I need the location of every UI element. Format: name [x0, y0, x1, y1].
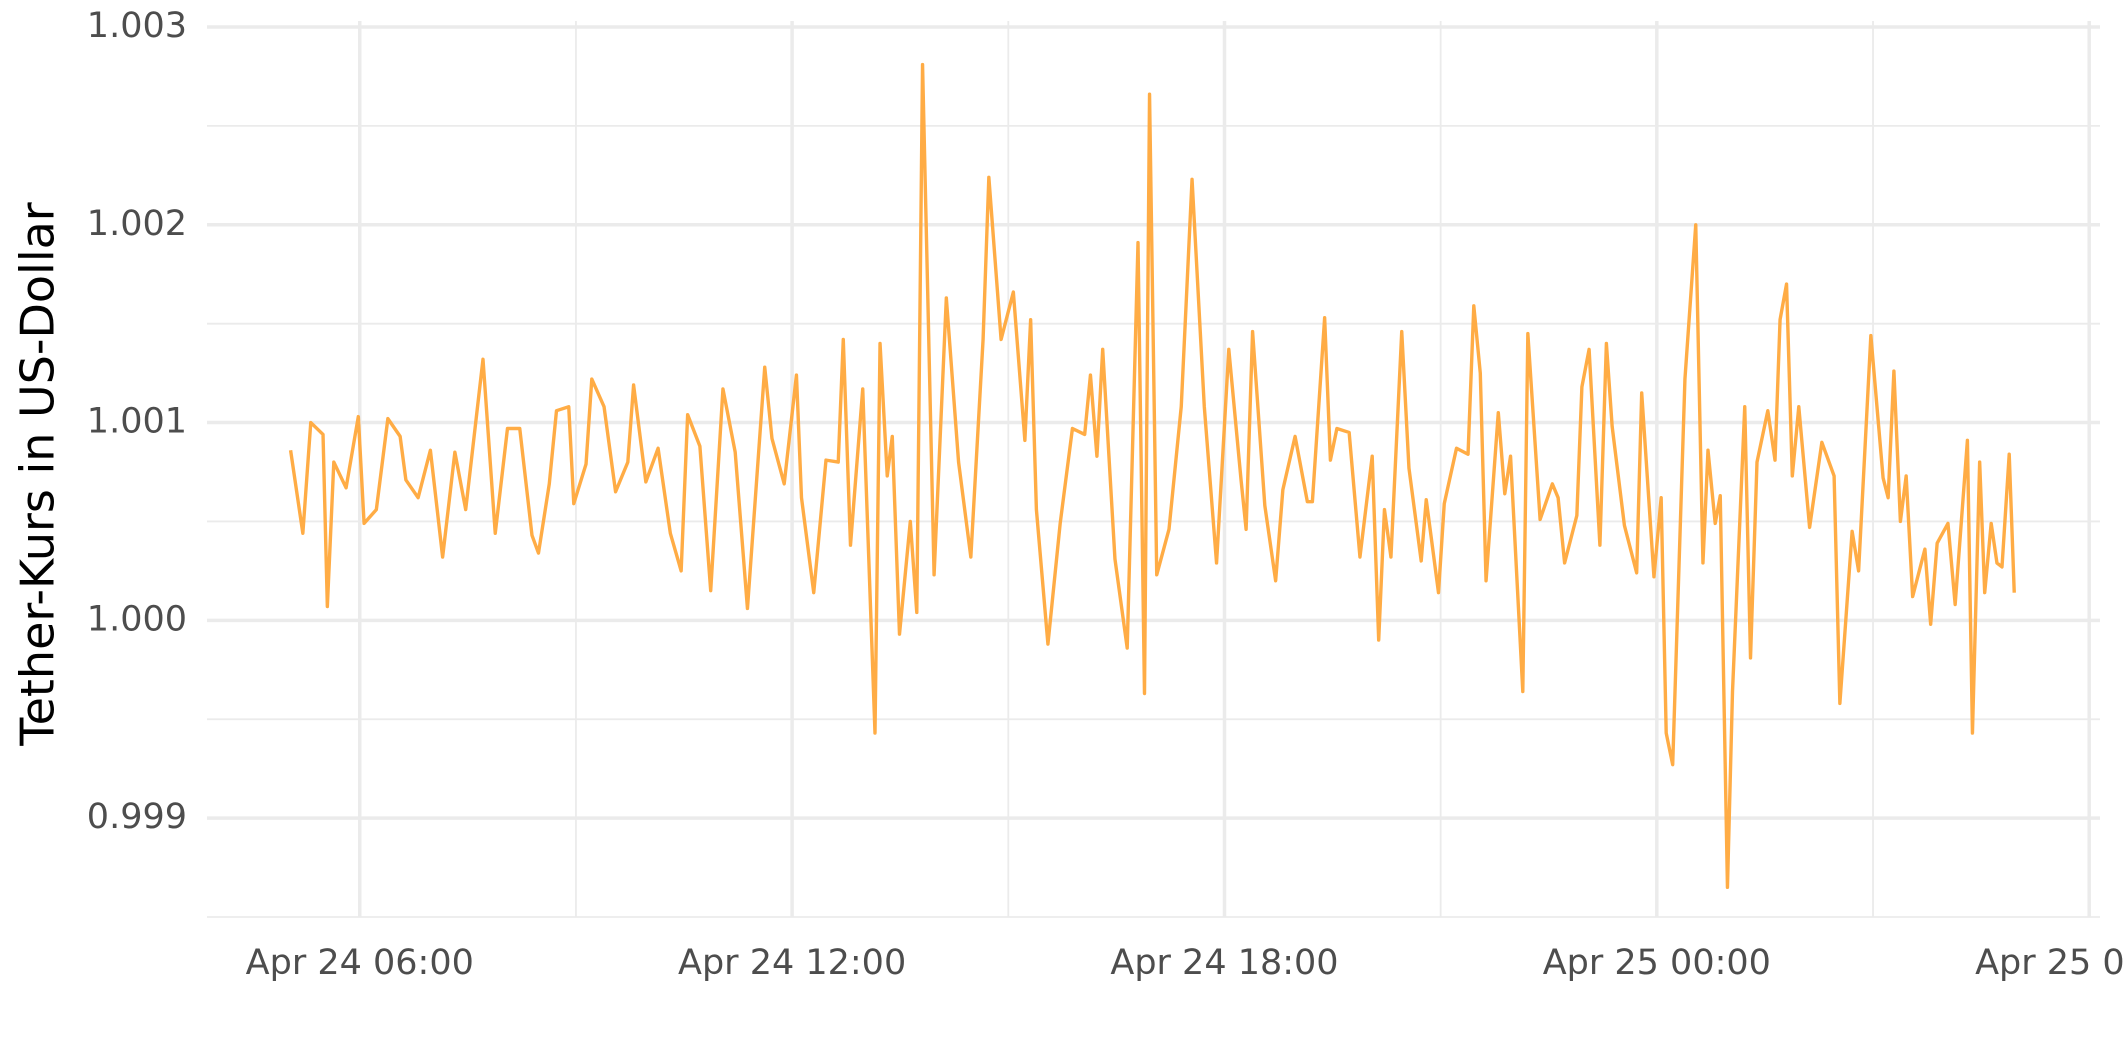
y-tick-label: 0.999 [87, 797, 187, 837]
x-tick-label: Apr 25 00:00 [1543, 943, 1771, 983]
y-tick-label: 1.000 [87, 599, 187, 639]
x-tick-label: Apr 24 18:00 [1110, 943, 1338, 983]
y-tick-label: 1.001 [87, 402, 187, 442]
y-tick-label: 1.003 [87, 6, 187, 46]
price-line [288, 62, 2016, 890]
y-tick-label: 1.002 [87, 204, 187, 244]
x-tick-label: Apr 25 06:00 [1975, 943, 2125, 983]
x-tick-label: Apr 24 06:00 [246, 943, 474, 983]
y-axis-title: Tether-Kurs in US-Dollar [11, 202, 65, 747]
grid [207, 21, 2100, 918]
x-tick-label: Apr 24 12:00 [678, 943, 906, 983]
